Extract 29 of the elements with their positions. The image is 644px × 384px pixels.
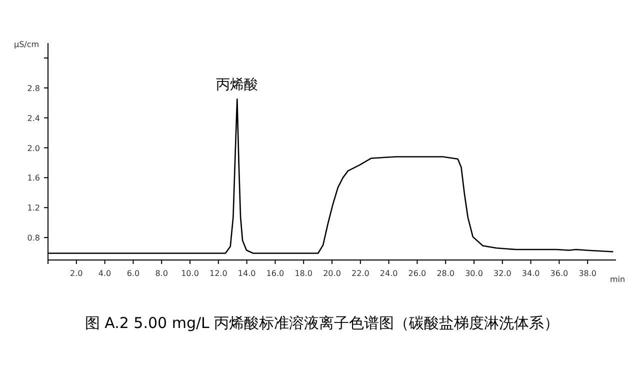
y-tick-label: 1.6 xyxy=(27,174,40,183)
x-tick-label: 2.0 xyxy=(70,269,83,278)
x-tick-label: 30.0 xyxy=(465,269,483,278)
x-tick-label: 38.0 xyxy=(578,269,597,278)
x-axis-title: min xyxy=(610,275,626,284)
x-tick-label: 26.0 xyxy=(408,269,426,278)
x-tick-label: 22.0 xyxy=(351,269,370,278)
y-tick-label: 2.0 xyxy=(27,144,40,153)
text: 图 A.2 5.00 mg/L 丙烯酸标准溶液离子色谱图（碳酸盐梯度淋洗体系） xyxy=(84,314,560,332)
x-tick-label: 4.0 xyxy=(98,269,112,278)
y-tick-label: 1.2 xyxy=(27,204,40,213)
x-tick-label: 14.0 xyxy=(238,269,256,278)
x-tick-label: 12.0 xyxy=(209,269,228,278)
x-tick-label: 8.0 xyxy=(155,269,168,278)
y-tick-label: 0.8 xyxy=(27,234,40,243)
y-tick-label: 2.8 xyxy=(27,84,40,93)
x-tick-label: 32.0 xyxy=(493,269,512,278)
x-tick-label: 6.0 xyxy=(126,269,140,278)
x-tick-label: 24.0 xyxy=(380,269,398,278)
x-tick-label: 36.0 xyxy=(550,269,568,278)
x-tick-label: 16.0 xyxy=(266,269,284,278)
y-axis-title: µS/cm xyxy=(14,40,40,49)
y-tick-label: 2.4 xyxy=(27,114,40,123)
x-tick-label: 18.0 xyxy=(294,269,313,278)
x-tick-label: 20.0 xyxy=(323,269,341,278)
annotation: 丙烯酸 xyxy=(216,77,258,94)
x-tick-label: 10.0 xyxy=(181,269,199,278)
x-tick-label: 34.0 xyxy=(522,269,540,278)
x-tick-label: 28.0 xyxy=(436,269,455,278)
